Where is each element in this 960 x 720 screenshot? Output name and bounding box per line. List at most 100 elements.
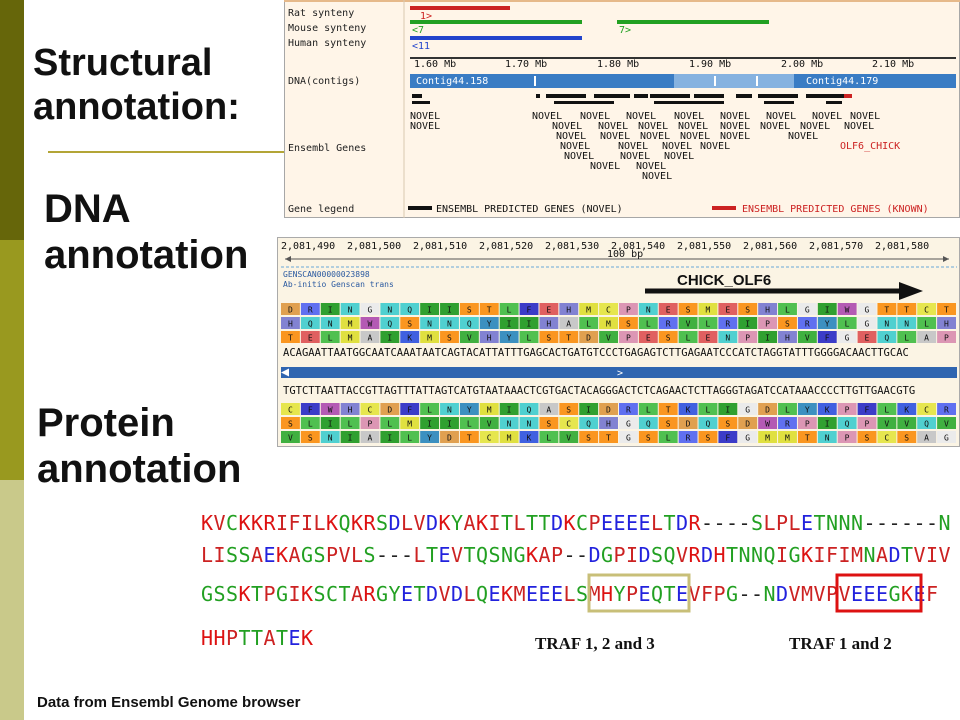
amino-acid-cell [420, 431, 440, 443]
amino-acid-letter: S [308, 434, 313, 443]
amino-acid-letter: L [904, 334, 909, 343]
amino-acid-cell [678, 303, 698, 315]
alignment-residue: L [351, 543, 363, 567]
amino-acid-letter: S [666, 420, 671, 429]
amino-acid-letter: S [546, 334, 551, 343]
alignment-residue: S [239, 543, 251, 567]
alignment-residue: D [426, 582, 438, 606]
amino-acid-letter: N [725, 334, 730, 343]
amino-acid-cell [897, 417, 917, 429]
amino-acid-cell [877, 303, 897, 315]
amino-acid-cell [817, 303, 837, 315]
track-label-gene-legend: Gene legend [288, 204, 354, 215]
alignment-residue: V [414, 511, 426, 535]
alignment-residue: C [326, 582, 338, 606]
amino-acid-letter: W [367, 320, 372, 329]
traf-123-label: TRAF 1, 2 and 3 [535, 634, 655, 653]
alignment-residue: G [301, 543, 313, 567]
amino-acid-cell [519, 331, 539, 343]
gene-label: NOVEL [636, 161, 666, 172]
alignment-residue: S [376, 511, 388, 535]
coordinate-label: 2,081,490 [281, 241, 335, 252]
alignment-residue: K [239, 582, 251, 606]
amino-acid-cell [459, 417, 479, 429]
amino-acid-letter: L [705, 406, 710, 415]
amino-acid-cell [499, 403, 519, 415]
amino-acid-cell [599, 431, 618, 443]
alignment-residue: L [651, 511, 663, 535]
amino-acid-cell [797, 417, 817, 429]
amino-acid-letter: Q [845, 420, 850, 429]
amino-acid-letter: P [367, 420, 372, 429]
amino-acid-cell [718, 303, 738, 315]
amino-acid-letter: A [924, 434, 929, 443]
amino-acid-cell [797, 303, 817, 315]
amino-acid-cell [658, 403, 678, 415]
gene-label-known: OLF6_CHICK [840, 141, 900, 152]
alignment-residue: T [726, 543, 738, 567]
alignment-residue: P [226, 626, 238, 650]
alignment-residue: R [264, 511, 277, 535]
alignment-residue: E [551, 582, 563, 606]
amino-acid-letter: M [765, 434, 770, 443]
amino-acid-letter: K [904, 406, 909, 415]
amino-acid-cell [658, 417, 678, 429]
alignment-residue: I [776, 543, 788, 567]
alignment-residue: P [826, 582, 838, 606]
amino-acid-letter: F [407, 406, 412, 415]
amino-acid-cell [559, 317, 579, 329]
amino-acid-cell [738, 303, 758, 315]
coordinate-label: 2,081,510 [413, 241, 467, 252]
alignment-residue: T [239, 626, 251, 650]
amino-acid-letter: G [626, 420, 631, 429]
alignment-residue: L [464, 582, 476, 606]
amino-acid-letter: C [566, 420, 571, 429]
amino-acid-letter: D [387, 406, 392, 415]
alignment-residue: V [676, 543, 688, 567]
amino-acid-letter: A [924, 334, 929, 343]
amino-acid-cell [400, 303, 420, 315]
amino-acid-letter: L [407, 434, 412, 443]
alignment-residue: E [864, 582, 876, 606]
alignment-residue: S [576, 582, 588, 606]
amino-acid-letter: S [566, 406, 571, 415]
alignment-residue: M [589, 582, 601, 606]
amino-acid-cell [857, 303, 877, 315]
contig-label-left: Contig44.158 [416, 76, 488, 87]
amino-acid-letter: C [367, 406, 372, 415]
amino-acid-letter: S [646, 434, 651, 443]
amino-acid-letter: L [884, 406, 889, 415]
amino-acid-cell [281, 331, 300, 343]
amino-acid-letter: P [865, 420, 870, 429]
alignment-residue: E [489, 582, 501, 606]
amino-acid-letter: I [328, 420, 333, 429]
coordinate-labels: 2,081,490 2,081,500 2,081,510 2,081,520 … [281, 241, 929, 252]
dna-panel-bg [277, 237, 960, 447]
amino-acid-letter: D [765, 406, 770, 415]
alignment-residue: C [226, 511, 238, 535]
amino-acid-cell [281, 417, 300, 429]
alignment-residue: T [539, 511, 551, 535]
amino-acid-letter: S [447, 334, 452, 343]
amino-acid-letter: N [328, 434, 333, 443]
amino-acid-letter: I [427, 420, 432, 429]
amino-acid-letter: V [467, 334, 472, 343]
gene-label: NOVEL [556, 131, 586, 142]
amino-acid-cell [360, 331, 380, 343]
amino-acid-letter: S [288, 420, 293, 429]
amino-acid-cell [320, 431, 340, 443]
amino-acid-letter: I [507, 406, 512, 415]
human-synteny-label: <11 [412, 41, 430, 52]
amino-acid-cell [579, 317, 599, 329]
alignment-residue: F [289, 511, 301, 535]
gene-name-labels: NOVEL NOVEL NOVEL NOVEL NOVEL NOVEL NOVE… [410, 111, 900, 182]
gene-label: NOVEL [788, 131, 818, 142]
amino-acid-letter: L [467, 420, 472, 429]
amino-acid-cell [917, 317, 937, 329]
amino-acid-letter: I [725, 406, 730, 415]
amino-acid-letter: G [745, 406, 750, 415]
amino-acid-letter: W [845, 306, 850, 315]
amino-acid-letter: A [367, 334, 372, 343]
alignment-residue: Q [339, 511, 351, 535]
